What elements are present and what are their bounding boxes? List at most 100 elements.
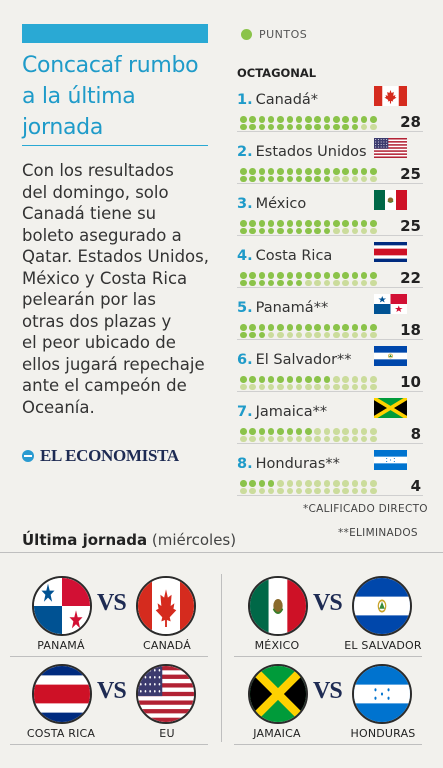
points-dot [267,383,275,391]
points-dot [286,116,294,123]
points-dot [295,220,303,227]
usa-flag-icon [136,664,196,724]
points-dot [249,324,256,331]
points-dot [314,480,321,487]
points-dot [249,168,256,175]
points-dot [323,435,331,443]
points-dot [267,220,275,227]
points-dot [370,331,377,339]
points-dot [342,331,349,339]
points-dot [305,279,312,287]
intro-line: Con los resultados [22,161,174,180]
footnote-eliminated: **ELIMINADOS [338,527,418,539]
points-dot [267,428,275,435]
points-dot [370,227,377,235]
team-label: 8. Honduras** [237,456,340,472]
honduras-flag-icon [374,450,407,470]
team-name: Estados Unidos [255,144,367,160]
points-dot [240,227,247,235]
points-dot [286,480,294,487]
points-dot [314,324,321,331]
points-dot [286,279,294,287]
mexico-flag-icon [374,190,407,210]
points-dot [351,227,359,235]
points-dot [314,272,321,279]
team-name: México [255,196,307,212]
points-dot [342,279,349,287]
points-dot [277,480,284,487]
points-dot [277,116,284,123]
standings-row: 1. Canadá* 28 [237,80,423,132]
points-dot [240,123,247,131]
intro-paragraph: Con los resultados del domingo, solo Canad… [22,160,218,418]
points-dot [314,435,321,443]
intro-line: boleto asegurado a [22,225,182,245]
team-label: 3. México [237,196,306,212]
matches-right-bottom-divider [234,744,422,745]
points-dot [342,487,349,495]
points-dot [370,123,377,131]
points-dot [314,383,321,391]
team-points: 4 [410,477,421,495]
points-dot [295,227,303,235]
points-dot [286,220,294,227]
points-dot [258,175,266,183]
team-status-mark: ** [337,352,352,368]
panama-flag-icon [374,294,407,314]
team-name: Canadá [255,92,311,108]
points-dot [305,428,312,435]
points-dot [314,168,321,175]
usa-flag-icon [374,138,407,158]
points-dot [370,383,377,391]
team-label: 6. El Salvador** [237,352,352,368]
points-dot [286,376,294,383]
match-away-team: CANADÁ [143,639,191,652]
points-dot [333,383,340,391]
points-dot [305,220,312,227]
points-dot [314,227,321,235]
points-dot [314,428,321,435]
points-dot [342,227,349,235]
points-dot [323,116,331,123]
points-dot [305,168,312,175]
points-dot [314,175,321,183]
points-dot [295,123,303,131]
points-dots [240,272,380,287]
honduras-flag-icon [352,664,412,724]
points-dot [342,428,349,435]
points-dot [333,272,340,279]
points-dot [342,168,349,175]
elsalvador-flag-icon [352,576,412,636]
points-dot [286,227,294,235]
points-dot [370,324,377,331]
team-name: Honduras [255,456,326,472]
matches-left-bottom-divider [10,744,208,745]
points-dot [240,279,247,287]
points-dot [342,324,349,331]
standings-heading: OCTAGONAL [237,66,317,80]
points-dot [305,487,312,495]
points-dot [323,168,331,175]
jamaica-flag-icon [248,664,308,724]
points-dot [305,435,312,443]
points-dot [351,428,359,435]
team-label: 1. Canadá* [237,92,318,108]
points-dot [323,428,331,435]
match-home-team: MÉXICO [254,639,300,652]
points-dot [258,428,266,435]
standings-row: 2. Estados Unidos 25 [237,132,423,184]
points-dot [360,175,368,183]
points-dot [360,272,368,279]
team-points: 28 [400,113,421,131]
points-dot [305,376,312,383]
standings-row: 8. Honduras** 4 [237,444,423,496]
points-dot [323,123,331,131]
points-dot [370,376,377,383]
points-dots [240,116,380,131]
intro-line: Oceanía. [22,397,95,417]
publisher-logo: EL ECONOMISTA [22,446,179,466]
matches-left-divider [10,656,208,657]
standings-row: 7. Jamaica** 8 [237,392,423,444]
points-dot [342,435,349,443]
team-name: Costa Rica [255,248,333,264]
